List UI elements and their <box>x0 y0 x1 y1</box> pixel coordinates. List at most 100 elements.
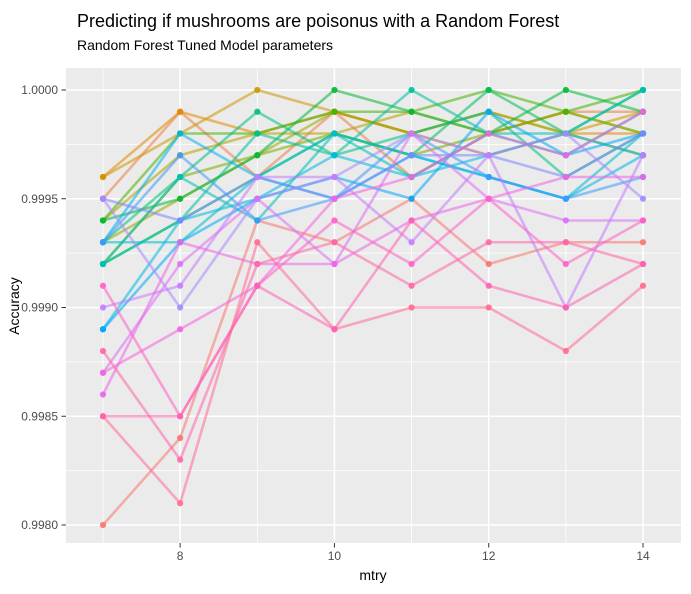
series-point <box>562 217 569 224</box>
x-tick-label: 8 <box>177 549 184 563</box>
series-point <box>177 456 184 463</box>
series-point <box>331 195 338 202</box>
series-point <box>177 500 184 507</box>
series-line <box>101 110 645 375</box>
series-point <box>562 86 569 94</box>
series-point <box>639 195 647 202</box>
series-point <box>408 304 415 311</box>
series-point <box>177 130 184 137</box>
series-point <box>485 152 492 159</box>
series-line <box>101 88 645 222</box>
series-point <box>408 152 415 159</box>
series-point <box>177 413 184 420</box>
chart-subtitle: Random Forest Tuned Model parameters <box>77 37 334 53</box>
series-point <box>99 217 107 224</box>
series-point <box>99 391 107 398</box>
y-tick-label: 0.9980 <box>21 518 58 532</box>
x-tick-label: 10 <box>328 549 342 563</box>
series-point <box>99 521 107 529</box>
series-point <box>562 239 569 246</box>
series-point <box>254 130 261 137</box>
series-point <box>99 326 107 333</box>
series-point <box>99 347 107 355</box>
series-point <box>331 326 338 333</box>
series-point <box>639 130 647 137</box>
series-point <box>99 260 107 268</box>
series-point <box>408 260 415 268</box>
series-line <box>101 197 645 527</box>
series-point <box>254 108 261 115</box>
chart-title: Predicting if mushrooms are poisonus wit… <box>77 11 560 31</box>
x-tick-label: 14 <box>636 549 650 563</box>
series-line <box>101 240 645 462</box>
series-point <box>485 130 492 137</box>
series-point <box>254 239 261 246</box>
series-line <box>101 240 645 505</box>
series-point <box>177 260 184 268</box>
series-point <box>562 304 569 311</box>
series-point <box>331 173 338 181</box>
series-point <box>485 304 492 311</box>
series-point <box>177 108 184 115</box>
series-point <box>408 239 415 246</box>
series-point <box>562 130 569 137</box>
series-point <box>331 260 338 268</box>
series-point <box>177 217 184 224</box>
x-axis-title: mtry <box>359 567 387 583</box>
series-point <box>254 173 261 181</box>
series-point <box>254 217 261 224</box>
series-line <box>101 153 645 309</box>
series-point <box>408 217 415 224</box>
series-point <box>639 86 647 94</box>
series-point <box>408 282 415 289</box>
series-point <box>331 130 338 137</box>
series-point <box>254 152 261 159</box>
series-line <box>101 88 645 222</box>
series-point <box>485 260 492 268</box>
series-point <box>485 173 492 181</box>
y-tick-label: 0.9995 <box>21 192 58 206</box>
series-point <box>562 152 569 159</box>
series-point <box>177 434 184 442</box>
series-point <box>562 108 569 115</box>
series-line <box>101 132 645 222</box>
series-line <box>101 132 645 375</box>
series-point <box>177 173 184 181</box>
y-tick-label: 1.0000 <box>21 83 58 97</box>
series-point <box>562 173 569 181</box>
series-point <box>331 86 338 94</box>
series-point <box>177 239 184 246</box>
series-point <box>408 130 415 137</box>
series-point <box>331 239 338 246</box>
series-line <box>101 132 645 244</box>
series-point <box>254 260 261 268</box>
series-point <box>331 152 338 159</box>
x-tick-label: 12 <box>482 549 496 563</box>
series-line <box>101 132 645 309</box>
series-point <box>99 413 107 420</box>
y-tick-label: 0.9990 <box>21 301 58 315</box>
series-line <box>101 219 645 418</box>
series-point <box>331 217 338 224</box>
series-point <box>177 195 184 202</box>
series-point <box>562 195 569 202</box>
series-point <box>485 195 492 202</box>
series-point <box>562 347 569 355</box>
series-point <box>331 108 338 115</box>
series-point <box>639 173 647 181</box>
series-point <box>639 108 647 115</box>
series-point <box>485 239 492 246</box>
series-point <box>485 282 492 289</box>
series-point <box>485 108 492 115</box>
series-point <box>177 326 184 333</box>
series-point <box>562 260 569 268</box>
series-point <box>177 282 184 289</box>
series-point <box>408 173 415 181</box>
series-point <box>639 282 647 289</box>
series-point <box>99 282 107 289</box>
series-point <box>177 304 184 311</box>
series-point <box>408 86 415 94</box>
series-point <box>639 217 647 224</box>
